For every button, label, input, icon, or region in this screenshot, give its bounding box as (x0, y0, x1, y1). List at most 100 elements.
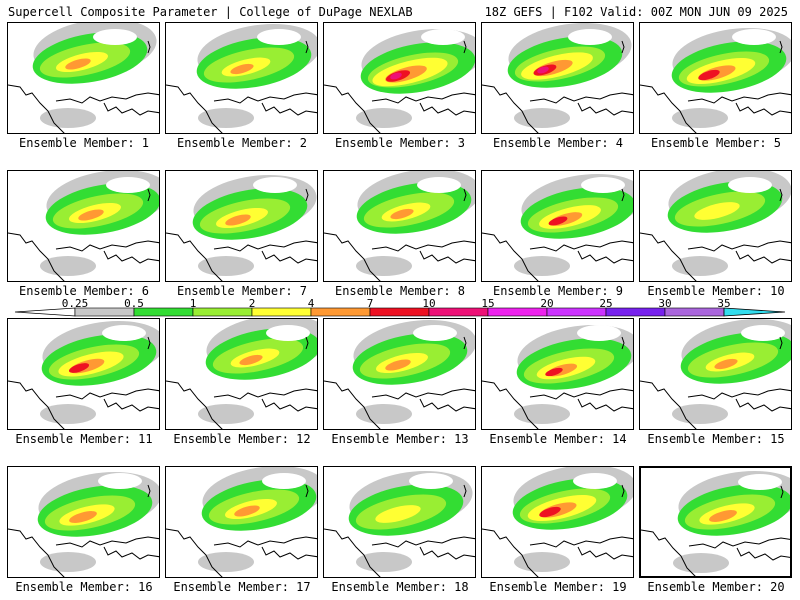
gulf-coastline (419, 250, 475, 264)
member-label: Ensemble Member: 12 (173, 432, 311, 446)
scp-contour-orange (385, 359, 411, 371)
clear-area (253, 177, 297, 193)
colorbar-arrow-right (723, 307, 786, 317)
state-border-lines (324, 528, 475, 577)
river-line (621, 188, 625, 202)
ensemble-member-map[interactable] (481, 466, 634, 578)
gulf-coastline (103, 102, 159, 116)
ensemble-member-map[interactable] (7, 170, 160, 282)
colorbar-segment (310, 307, 371, 317)
gulf-coastline (577, 398, 633, 412)
ensemble-member-map[interactable] (639, 170, 792, 282)
gulf-coastline (577, 102, 633, 116)
colorbar-segment (605, 307, 666, 317)
ensemble-member-map[interactable] (165, 22, 318, 134)
ensemble-member-map[interactable] (323, 22, 476, 134)
ensemble-member-map[interactable] (639, 22, 792, 134)
scp-contour-orange (69, 511, 97, 523)
member-label: Ensemble Member: 6 (18, 284, 150, 298)
scp-contour-orange (230, 63, 254, 75)
state-border-lines (640, 84, 791, 133)
scp-contour-orange (714, 358, 738, 370)
ensemble-member-map[interactable] (481, 170, 634, 282)
colorbar-tick-label: 1 (190, 297, 197, 310)
member-label: Ensemble Member: 13 (331, 432, 469, 446)
colorbar-segment (487, 307, 548, 317)
clear-area (421, 29, 465, 45)
member-label: Ensemble Member: 14 (489, 432, 627, 446)
state-border-lines (8, 380, 159, 429)
clear-area (738, 474, 782, 490)
scp-contour-red (68, 363, 90, 373)
ensemble-member-map[interactable] (481, 318, 634, 430)
river-line (779, 40, 783, 54)
river-line (779, 188, 783, 202)
member-label: Ensemble Member: 7 (176, 284, 308, 298)
gulf-coastline (103, 546, 159, 560)
gulf-coastline (736, 547, 790, 561)
member-label: Ensemble Member: 1 (18, 136, 150, 150)
member-label: Ensemble Member: 20 (647, 580, 785, 594)
clear-area (106, 177, 150, 193)
river-line (779, 336, 783, 350)
state-border-lines (482, 380, 633, 429)
river-line (147, 336, 151, 350)
member-label: Ensemble Member: 2 (176, 136, 308, 150)
ensemble-member-map[interactable] (165, 170, 318, 282)
scp-contour-magenta (537, 66, 549, 74)
gulf-coastline (103, 250, 159, 264)
clear-area (98, 473, 142, 489)
ensemble-member-map[interactable] (323, 318, 476, 430)
colorbar-tick-label: 2 (249, 297, 256, 310)
state-border-lines (482, 84, 633, 133)
gulf-coastline (261, 250, 317, 264)
scp-contour-orange (390, 208, 414, 220)
gulf-coastline (735, 102, 791, 116)
scp-contour-orange (225, 214, 251, 226)
colorbar-segment (664, 307, 725, 317)
ensemble-member-map[interactable] (323, 170, 476, 282)
river-line (305, 484, 309, 498)
state-border-lines (482, 232, 633, 281)
ensemble-member-map[interactable] (165, 318, 318, 430)
state-border-lines (324, 84, 475, 133)
ensemble-member-map[interactable] (165, 466, 318, 578)
clear-area (93, 29, 137, 45)
gulf-coastline (419, 546, 475, 560)
river-line (463, 484, 467, 498)
scp-contour-red (539, 506, 561, 518)
color-scale-legend: 0.25 0.5 1 2 4 7 10 15 20 25 30 35 (14, 297, 786, 317)
colorbar-tick-label: 7 (367, 297, 374, 310)
colorbar-tick-label: 25 (599, 297, 612, 310)
scp-contour-orange (709, 510, 737, 522)
member-label: Ensemble Member: 4 (492, 136, 624, 150)
ensemble-member-map[interactable] (481, 22, 634, 134)
ensemble-member-map[interactable] (7, 466, 160, 578)
ensemble-member-map[interactable] (639, 466, 792, 578)
gulf-coastline (419, 398, 475, 412)
gulf-coastline (261, 102, 317, 116)
scp-contour-red (545, 367, 563, 377)
ensemble-member-map[interactable] (7, 318, 160, 430)
member-label: Ensemble Member: 9 (492, 284, 624, 298)
clear-area (581, 177, 625, 193)
clear-area (257, 29, 301, 45)
ensemble-member-map[interactable] (639, 318, 792, 430)
ensemble-member-map[interactable] (7, 22, 160, 134)
scp-contour-yellow (694, 202, 740, 220)
colorbar-tick-label: 10 (422, 297, 435, 310)
ensemble-member-map[interactable] (323, 466, 476, 578)
colorbar-tick-label: 0.25 (62, 297, 89, 310)
member-label: Ensemble Member: 18 (331, 580, 469, 594)
river-line (463, 40, 467, 54)
state-border-lines (8, 232, 159, 281)
colorbar-tick-label: 4 (308, 297, 315, 310)
gulf-coastline (261, 546, 317, 560)
colorbar-tick-label: 0.5 (124, 297, 144, 310)
state-border-lines (166, 380, 317, 429)
clear-area (741, 325, 785, 341)
colorbar-segment (369, 307, 430, 317)
run-info: 18Z GEFS | F102 Valid: 00Z MON JUN 09 20… (484, 5, 788, 19)
member-label: Ensemble Member: 5 (650, 136, 782, 150)
gulf-coastline (735, 398, 791, 412)
